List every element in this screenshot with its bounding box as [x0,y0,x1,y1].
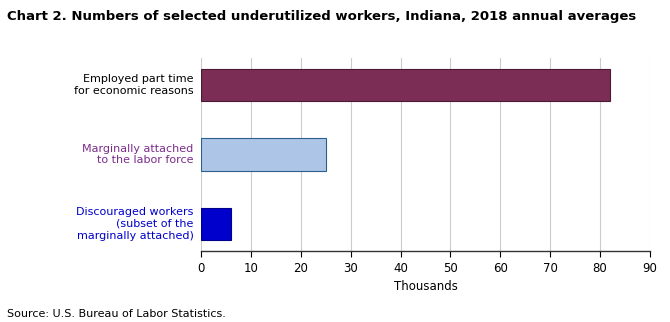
X-axis label: Thousands: Thousands [393,280,458,293]
Text: Discouraged workers
(subset of the
marginally attached): Discouraged workers (subset of the margi… [76,207,194,241]
Text: Source: U.S. Bureau of Labor Statistics.: Source: U.S. Bureau of Labor Statistics. [7,309,226,319]
Text: Marginally attached
to the labor force: Marginally attached to the labor force [82,144,194,166]
Text: Chart 2. Numbers of selected underutilized workers, Indiana, 2018 annual average: Chart 2. Numbers of selected underutiliz… [7,10,636,23]
Bar [201,138,326,171]
Bar [201,69,610,101]
Text: Employed part time
for economic reasons: Employed part time for economic reasons [74,74,194,96]
Bar [201,208,231,240]
